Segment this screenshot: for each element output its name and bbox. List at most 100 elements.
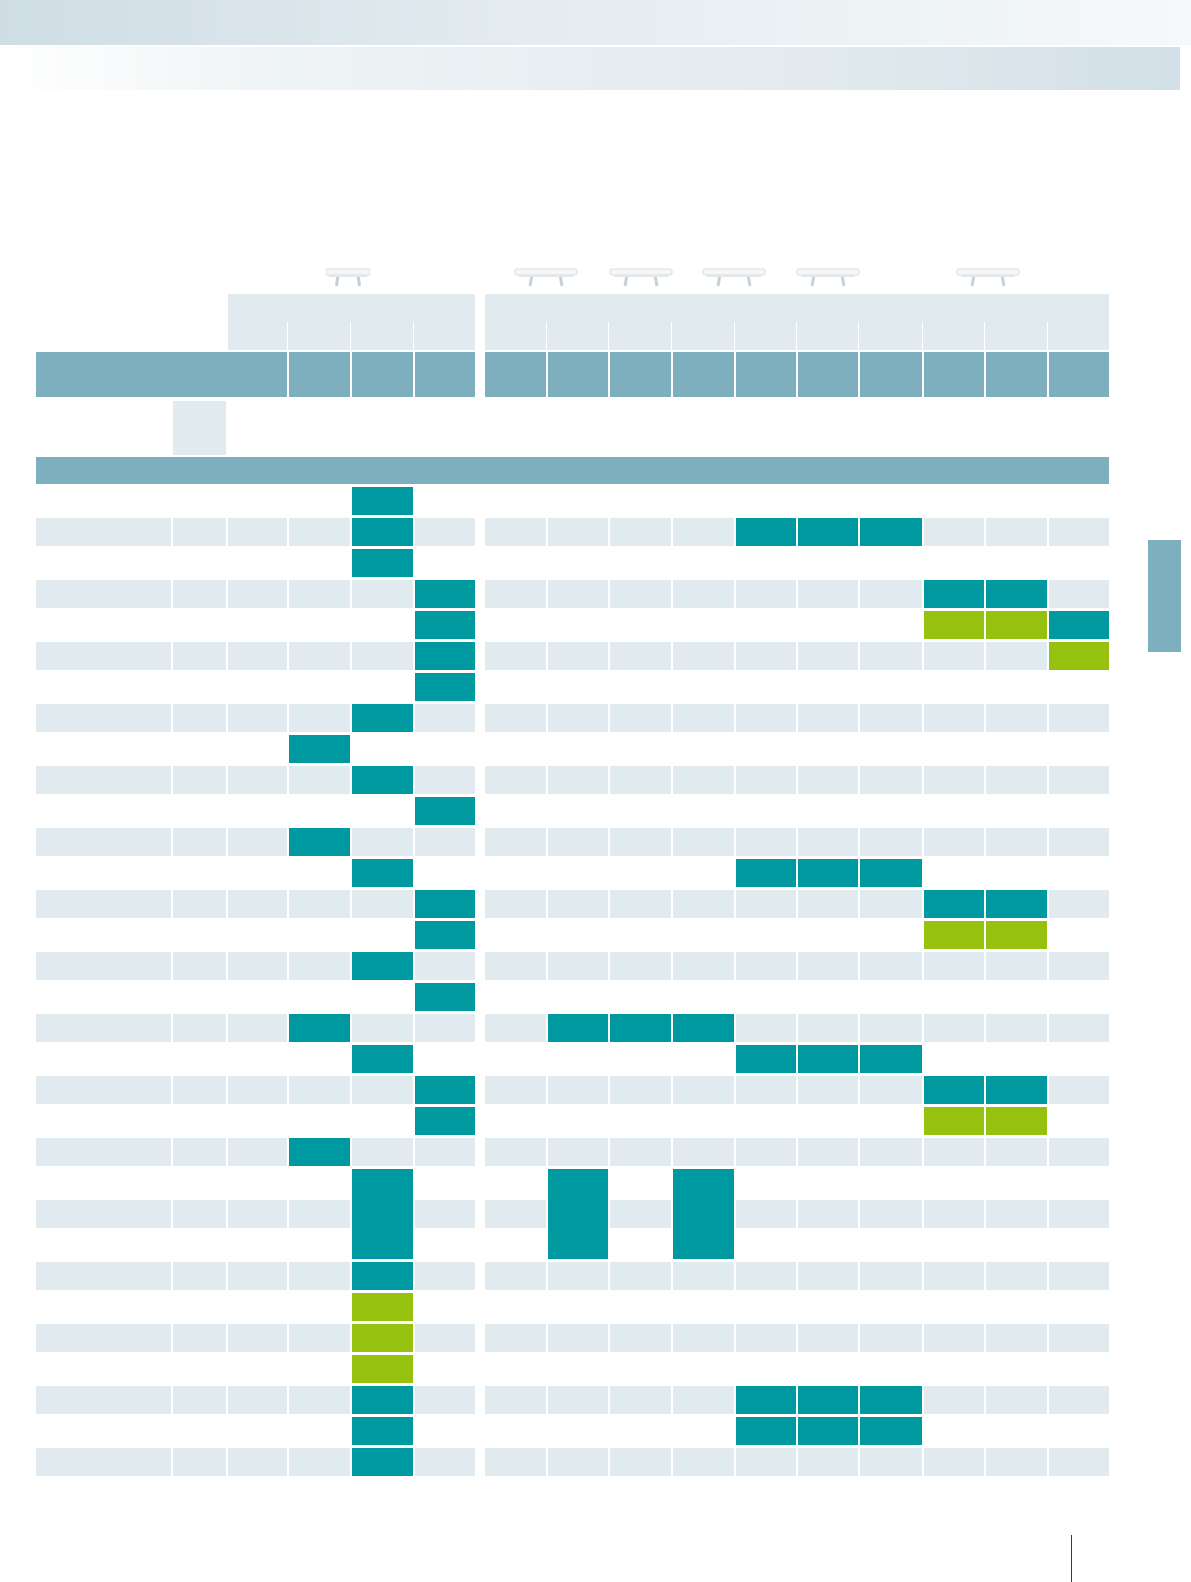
mark-cell [415,890,475,918]
mark-cell [736,1386,796,1414]
table-cell [860,642,922,670]
table-cell [736,704,796,732]
table-cell [228,952,287,980]
mark-cell-alt [352,1293,413,1321]
table-cell [986,952,1047,980]
table-cell [173,890,226,918]
table-cell [289,1324,350,1352]
mark-cell [798,1386,858,1414]
table-cell [1049,580,1109,608]
table-cell [548,1324,608,1352]
table-cell [798,828,858,856]
table-cell [289,952,350,980]
table-cell [173,1448,226,1476]
table-icon [796,266,860,290]
mark-cell [924,580,984,608]
mark-cell [415,673,475,701]
table-cell [36,1014,171,1042]
mark-cell [352,859,413,887]
table-cell [173,580,226,608]
table-cell [352,1138,413,1166]
mark-cell-alt [352,1355,413,1383]
table-cell [485,1448,546,1476]
mark-cell [986,890,1047,918]
table-cell [798,1448,858,1476]
table-cell [36,1076,171,1104]
table-cell [173,1324,226,1352]
mark-cell [415,580,475,608]
table-cell [228,518,287,546]
column-header-cell [610,352,671,397]
table-cell [36,642,171,670]
table-cell [1049,890,1109,918]
table-cell [798,1262,858,1290]
table-cell [173,704,226,732]
table-cell [485,1262,546,1290]
mark-cell [352,1448,413,1476]
table-cell [36,1262,171,1290]
column-header-row-label [36,352,287,397]
column-header-cell [798,352,858,397]
table-cell [228,828,287,856]
side-tab[interactable] [1148,540,1181,652]
group-header-separator [608,322,609,350]
mark-cell [860,1417,922,1445]
table-cell [1049,1324,1109,1352]
table-cell [485,1076,546,1104]
table-cell [289,766,350,794]
group-header-separator [984,322,985,350]
table-cell [36,580,171,608]
table-cell [548,580,608,608]
table-cell [924,518,984,546]
mark-cell-alt [986,921,1047,949]
group-header-separator [287,322,288,350]
table-cell [228,704,287,732]
group-header-separator [413,322,414,350]
table-cell [736,580,796,608]
table-cell [1049,828,1109,856]
mark-cell [352,549,413,577]
table-cell [548,890,608,918]
table-cell [924,1200,984,1228]
table-cell [36,1200,171,1228]
table-cell [924,1386,984,1414]
mark-cell [289,735,350,763]
table-cell [415,1138,475,1166]
table-cell [924,1262,984,1290]
mark-cell [548,1014,608,1042]
table-cell [610,1076,671,1104]
table-cell [548,952,608,980]
column-header-cell [924,352,984,397]
mark-cell [986,1076,1047,1104]
table-cell [736,1200,796,1228]
table-cell [352,1076,413,1104]
table-cell [228,1448,287,1476]
table-cell [228,1138,287,1166]
table-cell [36,952,171,980]
table-cell [736,1448,796,1476]
table-cell [173,1386,226,1414]
table-cell [415,1324,475,1352]
mark-cell-alt [924,921,984,949]
column-header-cell [415,352,475,397]
table-cell [36,828,171,856]
table-cell [1049,1014,1109,1042]
table-cell [610,580,671,608]
mark-cell [798,518,858,546]
table-cell [36,890,171,918]
table-cell [860,580,922,608]
table-cell [485,580,546,608]
table-cell [924,1324,984,1352]
table-cell [415,952,475,980]
table-icon [702,266,766,290]
table-cell [548,828,608,856]
table-cell [36,1324,171,1352]
mark-cell [352,487,413,515]
table-cell [228,1386,287,1414]
table-cell [860,704,922,732]
table-cell [924,704,984,732]
table-cell [610,766,671,794]
table-cell [860,1138,922,1166]
table-cell [736,828,796,856]
table-cell [1049,518,1109,546]
